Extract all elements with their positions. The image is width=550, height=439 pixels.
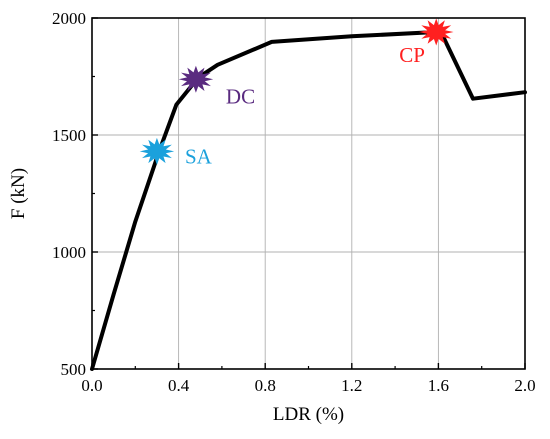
x-tick-label: 1.6: [428, 376, 449, 395]
marker-cp-label: CP: [399, 43, 425, 67]
marker-sa-burst: [139, 137, 175, 165]
markers-group: SA DC CP: [139, 18, 454, 168]
x-tick-label: 0.0: [81, 376, 102, 395]
marker-dc-label: DC: [226, 84, 255, 108]
grid: [92, 18, 525, 369]
y-tick-label: 500: [61, 360, 87, 379]
x-tick-label: 0.4: [168, 376, 190, 395]
x-axis-title: LDR (%): [273, 404, 344, 425]
y-axis-title: F (kN): [8, 168, 29, 219]
x-tick-label: 0.8: [255, 376, 276, 395]
ticks-group: 0.0 0.4 0.8 1.2 1.6 2.0 500 1000 1500 2000: [52, 9, 536, 395]
y-tick-label: 1000: [52, 243, 86, 262]
x-tick-label: 1.2: [341, 376, 362, 395]
marker-dc-burst: [178, 65, 214, 93]
y-tick-label: 2000: [52, 9, 86, 28]
marker-sa-label: SA: [185, 144, 213, 168]
x-tick-label: 2.0: [514, 376, 535, 395]
marker-cp-burst: [419, 18, 454, 46]
y-tick-label: 1500: [52, 126, 86, 145]
